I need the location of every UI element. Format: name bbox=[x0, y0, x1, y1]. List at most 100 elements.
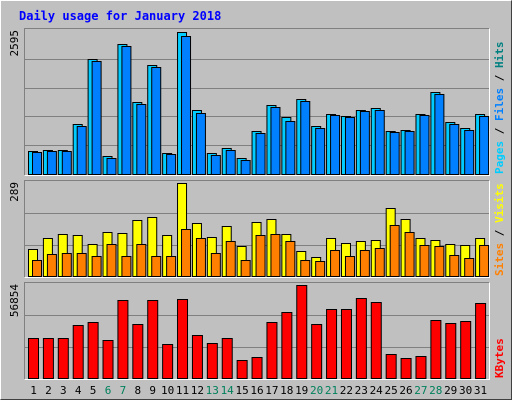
bar-files-day-17 bbox=[270, 107, 281, 175]
x-tick-label-day-30: 30 bbox=[459, 384, 472, 397]
panel-2-border-light bbox=[24, 282, 490, 380]
panel-1-border-light bbox=[24, 180, 490, 278]
bar-sites-day-20 bbox=[315, 261, 326, 277]
bar-kbytes-day-12 bbox=[191, 335, 203, 379]
bar-kbytes-day-3 bbox=[57, 338, 69, 379]
x-tick-label-day-14: 14 bbox=[221, 384, 235, 397]
bar-kbytes-day-9 bbox=[147, 300, 159, 379]
bar-kbytes-day-8 bbox=[132, 324, 144, 379]
legend-visits: Visits bbox=[493, 183, 506, 223]
panel-2-legend: KBytes bbox=[493, 338, 506, 378]
bar-kbytes-day-1 bbox=[28, 338, 39, 379]
panel-0-legend: Pages / Files / Hits bbox=[493, 42, 506, 175]
bar-kbytes-day-22 bbox=[340, 309, 352, 379]
bar-files-day-8 bbox=[136, 104, 147, 175]
bar-files-day-21 bbox=[330, 115, 341, 175]
bar-files-day-31 bbox=[479, 116, 490, 175]
x-tick-label-day-22: 22 bbox=[340, 384, 353, 397]
bar-sites-day-26 bbox=[404, 232, 415, 277]
bar-files-day-4 bbox=[76, 126, 87, 175]
bar-files-day-16 bbox=[255, 133, 266, 175]
x-tick-label-day-21: 21 bbox=[325, 384, 338, 397]
x-tick-label-day-29: 29 bbox=[444, 384, 457, 397]
x-tick-label-day-28: 28 bbox=[429, 384, 442, 397]
bar-sites-day-22 bbox=[344, 256, 355, 277]
bar-files-day-22 bbox=[344, 117, 355, 175]
bar-files-day-27 bbox=[419, 115, 430, 175]
panel-2-border-dark bbox=[24, 282, 490, 380]
bar-kbytes-day-17 bbox=[266, 322, 278, 379]
bar-sites-day-2 bbox=[46, 254, 57, 277]
bar-kbytes-day-11 bbox=[177, 299, 189, 379]
panel-1-legend: Sites / Visits bbox=[493, 183, 506, 276]
bar-files-day-13 bbox=[210, 155, 221, 175]
bar-sites-day-11 bbox=[181, 229, 192, 277]
bar-files-day-15 bbox=[240, 160, 251, 175]
bar-sites-day-30 bbox=[464, 258, 475, 277]
bar-kbytes-day-27 bbox=[415, 356, 427, 379]
x-tick-label-day-19: 19 bbox=[295, 384, 308, 397]
bar-kbytes-day-20 bbox=[311, 324, 323, 379]
bar-sites-day-9 bbox=[151, 256, 162, 277]
bar-files-day-28 bbox=[434, 94, 445, 175]
x-tick-label-day-3: 3 bbox=[60, 384, 67, 397]
panel-0-border-dark bbox=[24, 28, 490, 176]
bar-sites-day-29 bbox=[449, 255, 460, 277]
bar-files-day-26 bbox=[404, 131, 415, 175]
panel-1-y-max-label: 289 bbox=[8, 182, 21, 202]
bar-kbytes-day-28 bbox=[430, 320, 442, 379]
x-tick-label-day-4: 4 bbox=[75, 384, 82, 397]
x-tick-label-day-8: 8 bbox=[134, 384, 141, 397]
bar-files-day-5 bbox=[91, 61, 102, 175]
x-tick-label-day-24: 24 bbox=[370, 384, 384, 397]
bar-files-day-30 bbox=[464, 130, 475, 175]
bar-files-day-7 bbox=[121, 46, 132, 175]
bar-files-day-11 bbox=[181, 36, 192, 175]
bar-kbytes-day-15 bbox=[236, 360, 248, 379]
bar-sites-day-6 bbox=[106, 244, 117, 277]
x-tick-label-day-10: 10 bbox=[161, 384, 174, 397]
x-tick-label-day-16: 16 bbox=[250, 384, 263, 397]
bar-kbytes-day-30 bbox=[460, 321, 472, 379]
bar-kbytes-day-29 bbox=[445, 323, 457, 379]
bar-kbytes-day-10 bbox=[162, 344, 174, 379]
bar-sites-day-19 bbox=[300, 260, 311, 277]
bar-kbytes-day-21 bbox=[326, 309, 338, 379]
bar-sites-day-7 bbox=[121, 256, 132, 277]
chart-title: Daily usage for January 2018 bbox=[19, 9, 221, 23]
bar-files-day-24 bbox=[374, 110, 385, 175]
bar-files-day-18 bbox=[285, 121, 296, 175]
bar-kbytes-day-23 bbox=[355, 298, 367, 379]
legend-separator: / bbox=[493, 223, 506, 243]
bar-files-day-19 bbox=[300, 101, 311, 175]
legend-files: Files bbox=[493, 88, 506, 121]
bar-files-day-20 bbox=[315, 128, 326, 175]
bar-sites-day-12 bbox=[195, 238, 206, 277]
x-tick-label-day-15: 15 bbox=[235, 384, 248, 397]
x-tick-label-day-18: 18 bbox=[280, 384, 293, 397]
x-tick-label-day-20: 20 bbox=[310, 384, 323, 397]
bar-kbytes-day-14 bbox=[221, 338, 233, 379]
bar-kbytes-day-24 bbox=[370, 302, 382, 379]
x-tick-label-day-17: 17 bbox=[265, 384, 278, 397]
x-tick-label-day-5: 5 bbox=[90, 384, 97, 397]
bar-sites-day-8 bbox=[136, 244, 147, 277]
bar-kbytes-day-19 bbox=[296, 285, 308, 379]
bar-sites-day-28 bbox=[434, 246, 445, 277]
bar-sites-day-10 bbox=[166, 256, 177, 277]
bar-sites-day-1 bbox=[32, 260, 42, 277]
x-tick-label-day-26: 26 bbox=[399, 384, 412, 397]
x-tick-label-day-9: 9 bbox=[149, 384, 156, 397]
legend-kbytes: KBytes bbox=[493, 338, 506, 378]
bar-sites-day-31 bbox=[479, 245, 490, 277]
bar-kbytes-day-25 bbox=[385, 354, 397, 379]
x-tick-label-day-27: 27 bbox=[414, 384, 427, 397]
legend-separator: / bbox=[493, 68, 506, 88]
bar-sites-day-21 bbox=[330, 250, 341, 277]
bar-sites-day-25 bbox=[389, 225, 400, 277]
x-tick-label-day-1: 1 bbox=[30, 384, 37, 397]
bar-sites-day-15 bbox=[240, 260, 251, 277]
bar-kbytes-day-5 bbox=[87, 322, 99, 379]
